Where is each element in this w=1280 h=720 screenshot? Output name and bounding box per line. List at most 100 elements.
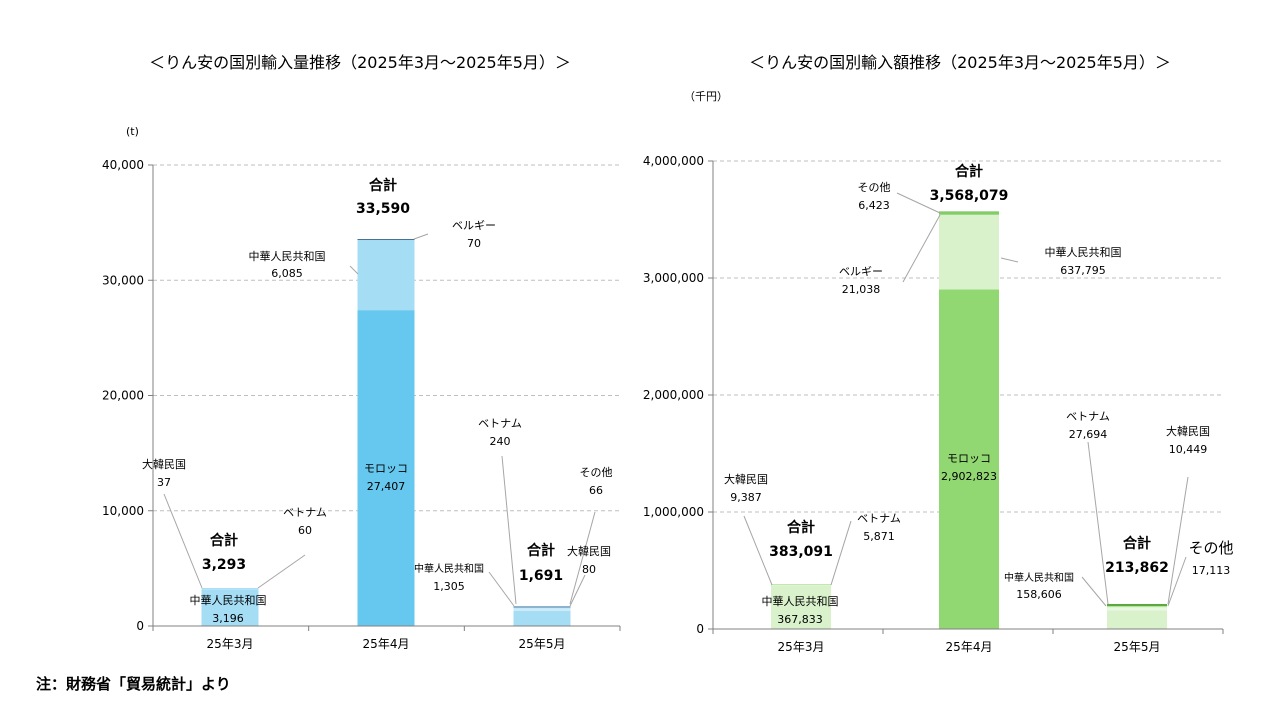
source-note: 注：財務省「貿易統計」より [36, 675, 231, 693]
ann-value: 66 [589, 484, 603, 497]
bar-segment [939, 211, 999, 213]
ann-value: 37 [157, 476, 171, 489]
y-tick-label: 0 [696, 622, 704, 636]
bar-segment [357, 239, 415, 241]
ann-label: 中華人民共和国 [762, 595, 839, 608]
value-y-axis-ticks: 0 1,000,000 2,000,000 3,000,000 4,000,000 [643, 154, 713, 636]
ann-label: モロッコ [364, 462, 408, 475]
y-tick-label: 20,000 [102, 389, 144, 403]
volume-axes [152, 165, 620, 627]
ann-label: 大韓民国 [724, 472, 768, 486]
ann-label: 中華人民共和国 [1045, 246, 1122, 259]
x-tick-label: 25年4月 [946, 640, 993, 654]
y-tick-label: 0 [136, 619, 144, 633]
bar-segment [939, 289, 999, 629]
ann-label: 中華人民共和国 [190, 594, 267, 607]
total-label-apr: 合計 [369, 177, 397, 194]
value-bars [771, 211, 1167, 629]
y-tick-label: 40,000 [102, 158, 144, 172]
bar-segment [939, 212, 999, 215]
y-tick-label: 4,000,000 [643, 154, 704, 168]
bar-segment [939, 214, 999, 290]
total-value-may: 213,862 [1105, 560, 1169, 576]
total-value-apr: 3,568,079 [930, 188, 1009, 204]
bar-segment [513, 606, 571, 608]
volume-y-axis-ticks: 0 10,000 20,000 30,000 40,000 [102, 158, 153, 633]
total-label-mar: 合計 [787, 519, 815, 536]
total-value-mar: 383,091 [769, 544, 833, 560]
ann-label: ベトナム [857, 512, 901, 525]
bar-segment [771, 585, 831, 586]
value-unit-label: （千円） [684, 90, 728, 103]
ann-label: 大韓民国 [142, 457, 186, 471]
ann-label: ベトナム [478, 417, 522, 430]
volume-unit-label: (t) [126, 125, 139, 138]
x-tick-label: 25年3月 [778, 640, 825, 654]
volume-annotations: 大韓民国 37 ベトナム 60 中華人民共和国 3,196 中華人民共和国 6,… [142, 219, 613, 625]
volume-x-axis-ticks: 25年3月 25年4月 25年5月 [152, 626, 621, 651]
volume-chart: ＜りん安の国別輸入量推移（2025年3月～2025年5月）＞ (t) 0 10,0… [102, 53, 621, 651]
y-tick-label: 2,000,000 [643, 388, 704, 402]
ann-label: 中華人民共和国 [1004, 571, 1074, 584]
ann-label: その他 [858, 181, 891, 194]
x-tick-label: 25年5月 [1114, 640, 1161, 654]
bar-segment [1107, 605, 1167, 608]
total-label-may: 合計 [1123, 535, 1151, 552]
total-value-may: 1,691 [519, 568, 563, 584]
bar-segment [1107, 607, 1167, 611]
bar-segment [513, 610, 571, 626]
y-tick-label: 30,000 [102, 273, 144, 287]
volume-leader-lines [163, 233, 596, 607]
ann-label: 大韓民国 [567, 544, 611, 558]
ann-label: ベルギー [839, 265, 883, 278]
ann-value: 6,423 [858, 199, 890, 212]
value-chart-title: ＜りん安の国別輸入額推移（2025年3月～2025年5月）＞ [749, 53, 1171, 72]
x-tick-label: 25年5月 [519, 637, 566, 651]
bar-segment [1107, 603, 1167, 606]
bar-segment [201, 588, 259, 589]
value-leader-lines [743, 192, 1189, 607]
volume-totals: 合計 3,293 合計 33,590 合計 1,691 [202, 177, 563, 584]
bar-segment [201, 588, 259, 590]
ann-value: 240 [490, 435, 511, 448]
x-tick-label: 25年3月 [207, 637, 254, 651]
ann-value: 10,449 [1169, 443, 1208, 456]
ann-label: 中華人民共和国 [414, 562, 484, 575]
ann-value: 80 [582, 563, 596, 576]
value-totals: 合計 383,091 合計 3,568,079 合計 213,862 [769, 163, 1169, 576]
ann-value: 637,795 [1060, 264, 1106, 277]
ann-label: 大韓民国 [1166, 424, 1210, 438]
ann-value: 6,085 [271, 267, 303, 280]
ann-value: 70 [467, 237, 481, 250]
total-value-apr: 33,590 [356, 201, 410, 217]
ann-label: ベトナム [1066, 410, 1110, 423]
y-tick-label: 3,000,000 [643, 271, 704, 285]
x-tick-label: 25年4月 [363, 637, 410, 651]
ann-value: 5,871 [863, 530, 895, 543]
ann-label: ベルギー [452, 219, 496, 232]
bar-segment [201, 589, 259, 626]
ann-value: 158,606 [1016, 588, 1062, 601]
volume-chart-title: ＜りん安の国別輸入量推移（2025年3月～2025年5月）＞ [149, 53, 571, 72]
ann-value: 27,407 [367, 480, 406, 493]
y-tick-label: 10,000 [102, 504, 144, 518]
value-axes [712, 161, 1223, 630]
total-label-mar: 合計 [210, 532, 238, 549]
y-tick-label: 1,000,000 [643, 505, 704, 519]
value-annotations: 大韓民国 9,387 ベトナム 5,871 中華人民共和国 367,833 その… [724, 181, 1234, 626]
ann-label: 中華人民共和国 [249, 250, 326, 263]
bar-segment [771, 585, 831, 629]
value-chart: ＜りん安の国別輸入額推移（2025年3月～2025年5月）＞ （千円） 0 1,0… [643, 53, 1234, 654]
bar-segment [513, 608, 571, 611]
ann-value: 3,196 [212, 612, 244, 625]
ann-label: その他 [580, 466, 613, 479]
total-label-apr: 合計 [955, 163, 983, 180]
ann-value: 367,833 [777, 613, 823, 626]
bar-segment [357, 310, 415, 626]
ann-value: 1,305 [433, 580, 465, 593]
ann-value: 60 [298, 524, 312, 537]
ann-value: 21,038 [842, 283, 881, 296]
bar-segment [1107, 610, 1167, 629]
total-value-mar: 3,293 [202, 557, 246, 573]
